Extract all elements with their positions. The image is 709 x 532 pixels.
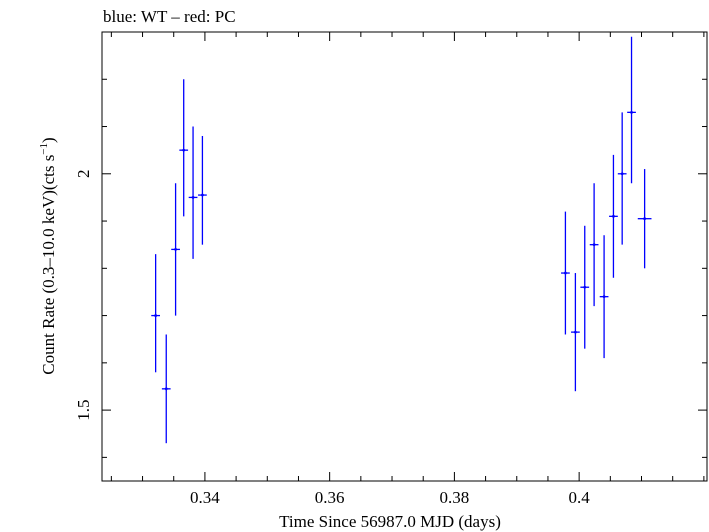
y-tick-label: 2 [74, 170, 93, 179]
point-marker [154, 314, 158, 317]
y-axis: 1.52 [74, 31, 707, 458]
chart-title: blue: WT – red: PC [103, 7, 236, 26]
data-point [627, 36, 636, 184]
data-point [151, 254, 161, 373]
y-axis-label: Count Rate (0.3–10.0 keV)(cts s−1) [38, 137, 58, 374]
data-point [198, 135, 207, 245]
y-axis-label-main: Count Rate (0.3–10.0 keV)(cts s [39, 155, 58, 375]
data-point [161, 334, 171, 444]
x-tick-label: 0.34 [190, 488, 220, 507]
x-axis: 0.34 0.36 0.38 0.4 [110, 32, 705, 507]
data-point [580, 225, 590, 349]
data-point [171, 183, 180, 316]
point-marker [182, 148, 186, 152]
data-point [179, 79, 189, 217]
point-marker [573, 330, 577, 334]
data-point [617, 112, 627, 245]
point-marker [564, 271, 567, 275]
point-marker [174, 248, 177, 251]
point-marker [620, 172, 624, 176]
point-marker [164, 387, 168, 391]
data-point [571, 273, 580, 392]
point-marker [643, 217, 647, 221]
y-axis-label-close: ) [39, 137, 58, 143]
point-marker [191, 196, 195, 199]
data-point [599, 235, 609, 359]
data-point [589, 183, 599, 307]
data-points [151, 36, 652, 444]
x-tick-label: 0.4 [569, 488, 591, 507]
x-tick-label: 0.38 [440, 488, 470, 507]
point-marker [592, 243, 596, 247]
x-axis-label: Time Since 56987.0 MJD (days) [279, 512, 501, 531]
data-point [188, 126, 198, 259]
data-point [609, 154, 618, 278]
point-marker [630, 110, 633, 114]
x-tick-label: 0.36 [315, 488, 345, 507]
data-point [561, 211, 570, 335]
point-marker [583, 285, 587, 289]
point-marker [201, 193, 204, 197]
point-marker [612, 214, 615, 218]
y-tick-label: 1.5 [74, 399, 93, 420]
plot-frame [101, 31, 708, 482]
point-marker [602, 295, 606, 299]
data-point [637, 169, 652, 269]
y-axis-label-exponent: −1 [38, 143, 50, 155]
